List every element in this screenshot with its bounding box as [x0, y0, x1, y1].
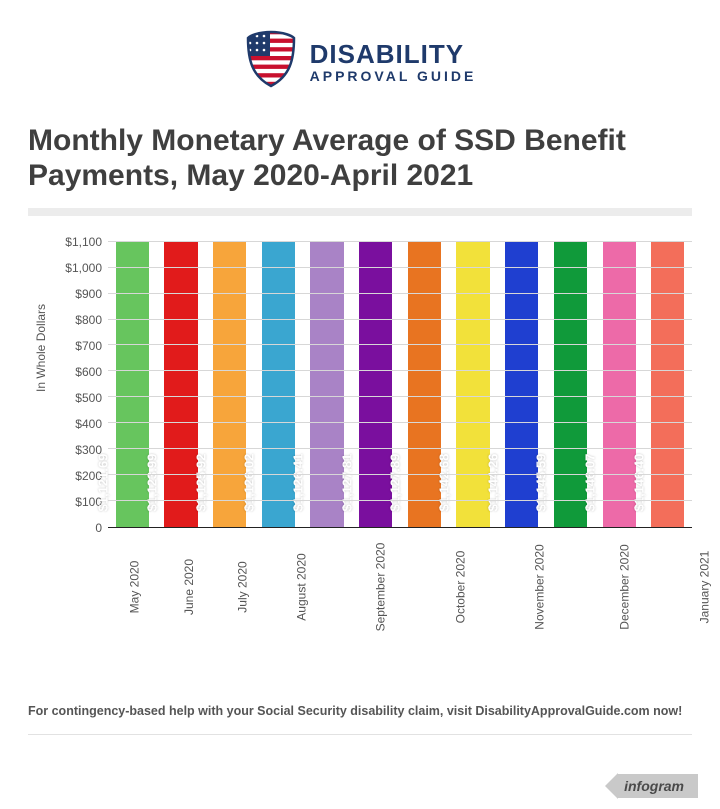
x-tick-label: January 2021	[697, 550, 711, 623]
x-tick-label: July 2020	[235, 561, 249, 612]
gridline	[108, 448, 692, 449]
gridline	[108, 293, 692, 294]
x-tick-label: November 2020	[533, 544, 547, 629]
gridline	[108, 422, 692, 423]
bar: $1,146.40	[651, 242, 684, 527]
gridline	[108, 474, 692, 475]
footnote: For contingency-based help with your Soc…	[28, 704, 692, 718]
shield-flag-icon	[244, 30, 298, 93]
bar-value-label: $1,142.68	[437, 453, 452, 511]
logo: DISABILITY APPROVAL GUIDE	[28, 30, 692, 93]
bar-value-label: $1,146.07	[583, 453, 598, 511]
bar-value-label: $1,145.59	[534, 453, 549, 511]
gridline	[108, 500, 692, 501]
gridline	[108, 396, 692, 397]
gridline	[108, 344, 692, 345]
gridline	[108, 241, 692, 242]
y-axis-title: In Whole Dollars	[34, 304, 48, 392]
bar-slot: $1,146.40	[643, 242, 692, 527]
x-tick-label: June 2020	[182, 559, 196, 615]
chevron-left-icon	[605, 773, 618, 799]
x-tick-label: September 2020	[373, 542, 387, 631]
x-tick-label: August 2020	[295, 553, 309, 620]
bar-value-label: $1,127.89	[388, 453, 403, 511]
x-axis-labels: May 2020June 2020July 2020August 2020Sep…	[108, 528, 692, 594]
bar-value-label: $1,144.26	[485, 453, 500, 511]
bar-value-label: $1,123.99	[145, 453, 160, 511]
bar: $1,123.99	[164, 242, 197, 527]
gridline	[108, 370, 692, 371]
logo-text-line2: APPROVAL GUIDE	[310, 68, 477, 84]
bar-chart: In Whole Dollars $1,100$1,000$900$800$70…	[58, 242, 692, 704]
plot-area: $1,121.69$1,123.99$1,125.92$1,126.02$1,1…	[108, 242, 692, 528]
x-tick-label: October 2020	[454, 550, 468, 623]
bar-value-label: $1,127.81	[339, 453, 354, 511]
footer-rule	[28, 734, 692, 735]
x-tick-label: December 2020	[618, 544, 632, 629]
bar-value-label: $1,126.02	[242, 453, 257, 511]
logo-text-line1: DISABILITY	[310, 39, 477, 70]
chart-title: Monthly Monetary Average of SSD Benefit …	[28, 123, 692, 194]
infogram-badge[interactable]: infogram	[605, 773, 698, 799]
bar-value-label: $1,121.69	[96, 453, 111, 511]
title-underline	[28, 208, 692, 216]
bar-value-label: $1,146.40	[631, 453, 646, 511]
bar-value-label: $1,126.41	[291, 453, 306, 511]
x-tick-label: May 2020	[127, 560, 141, 613]
infogram-label: infogram	[618, 774, 698, 798]
gridline	[108, 319, 692, 320]
bar-value-label: $1,125.92	[193, 453, 208, 511]
gridline	[108, 267, 692, 268]
